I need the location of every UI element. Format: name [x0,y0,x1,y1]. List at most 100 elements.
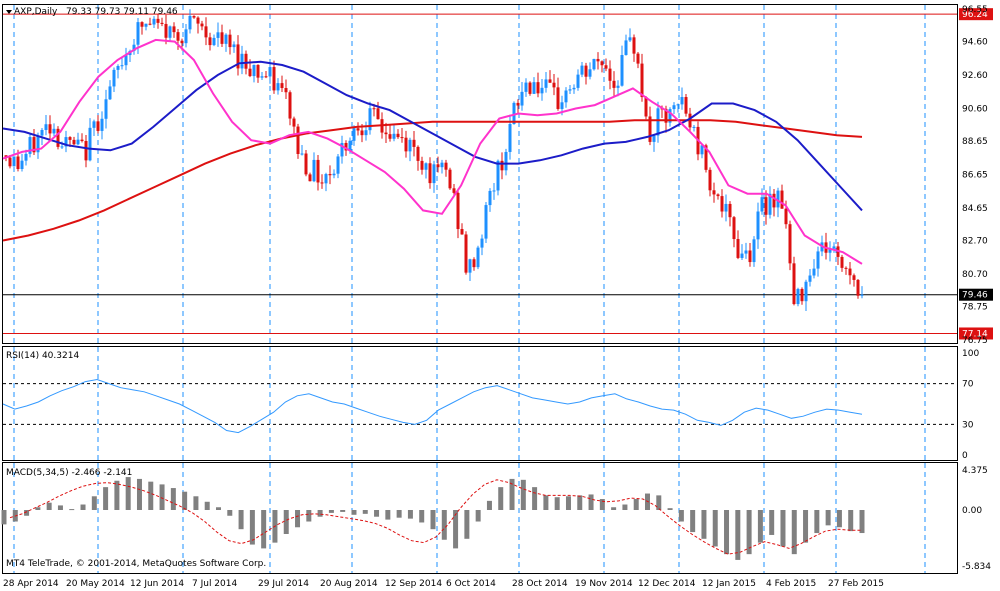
rsi-axis-label-3: 0 [962,451,968,461]
macd-bar-30 [340,510,346,512]
candle-body-97 [392,133,396,139]
chevron-down-icon[interactable] [6,10,12,14]
macd-bar-7 [80,504,86,510]
candle-body-41 [168,26,172,38]
candle-body-40 [164,23,168,38]
candle-body-105 [424,163,428,170]
macd-bar-46 [520,479,526,510]
candle-body-120 [484,205,488,239]
date-label-0: 28 Apr 2014 [3,579,59,589]
candle-body-183 [736,239,740,258]
candle-body-181 [728,203,732,218]
candle-body-39 [160,22,164,24]
candle-body-175 [704,145,708,170]
candle-body-2 [12,156,16,167]
macd-bar-58 [656,495,662,510]
candle-body-133 [536,82,540,94]
candle-body-166 [668,109,672,123]
candle-body-141 [568,89,572,91]
candle-body-9 [40,129,44,136]
candle-body-14 [60,146,64,148]
candle-body-98 [396,133,400,138]
macd-bar-29 [328,510,334,513]
macd-bar-17 [193,496,199,510]
candle-body-146 [588,69,592,77]
candle-body-185 [744,250,748,254]
candle-body-189 [760,197,764,212]
candle-body-100 [404,137,408,152]
macd-bar-63 [712,510,718,547]
candle-body-213 [856,279,860,296]
macd-label: MACD(5,34,5) -2.466 -2.141 [6,468,132,478]
candle-body-35 [144,23,148,27]
main-panel-border [2,4,958,344]
candle-body-32 [132,44,136,52]
price-label-7: 82.70 [962,237,988,247]
macd-bar-3 [35,507,41,510]
macd-bar-35 [396,510,402,518]
candle-body-103 [416,146,420,161]
candle-body-50 [204,26,208,38]
candle-body-80 [324,174,328,184]
candle-body-74 [300,153,304,155]
candle-body-57 [232,44,236,48]
macd-bar-53 [599,499,605,510]
macd-bar-6 [69,509,75,511]
symbol-label: AXP,Daily [14,7,58,17]
candle-body-59 [240,53,244,69]
price-label-6: 84.65 [962,204,988,214]
candle-body-60 [244,53,248,69]
candle-body-192 [772,193,776,208]
candle-body-209 [840,256,844,268]
candle-body-149 [600,61,604,66]
candle-body-117 [472,259,476,268]
candle-body-75 [304,153,308,175]
candle-body-110 [444,162,448,170]
candle-body-66 [268,67,272,77]
date-label-5: 20 Aug 2014 [320,579,378,589]
candle-body-92 [372,108,376,110]
macd-bar-22 [249,510,255,545]
candle-body-188 [756,211,760,240]
candle-body-197 [792,263,796,305]
macd-bar-44 [498,487,504,510]
candle-body-194 [780,190,784,209]
level-badge-2 [959,327,993,340]
candle-body-34 [140,22,144,27]
price-label-5: 86.65 [962,171,988,181]
candle-body-116 [468,259,472,273]
macd-bar-52 [588,494,594,510]
macd-bar-28 [317,510,323,517]
price-label-8: 80.70 [962,270,988,280]
candle-body-24 [100,118,104,131]
candle-body-211 [848,268,852,276]
candle-body-49 [200,23,204,27]
candle-body-210 [844,267,848,269]
candle-body-10 [44,124,48,130]
ma-fast-line [2,38,863,265]
macd-axis-label-0: 4.375 [962,466,988,476]
date-label-7: 6 Oct 2014 [446,579,496,589]
macd-bar-62 [701,510,707,539]
candle-body-182 [732,217,736,240]
macd-bar-49 [554,497,560,510]
macd-bar-71 [803,510,809,543]
candle-body-155 [624,40,628,56]
candle-body-109 [440,162,444,168]
macd-bar-14 [159,484,165,510]
candle-body-17 [72,139,76,145]
macd-bar-9 [103,487,109,510]
candle-body-64 [260,76,264,78]
macd-bar-37 [419,510,425,523]
macd-bar-48 [543,495,549,510]
candle-body-93 [376,108,380,120]
candle-body-76 [308,174,312,182]
macd-bar-34 [385,510,391,520]
macd-bar-5 [57,505,63,510]
candle-body-71 [288,92,292,119]
date-label-2: 12 Jun 2014 [130,579,184,589]
candle-body-127 [512,102,516,125]
candle-body-121 [488,190,492,206]
candle-body-207 [832,246,836,249]
